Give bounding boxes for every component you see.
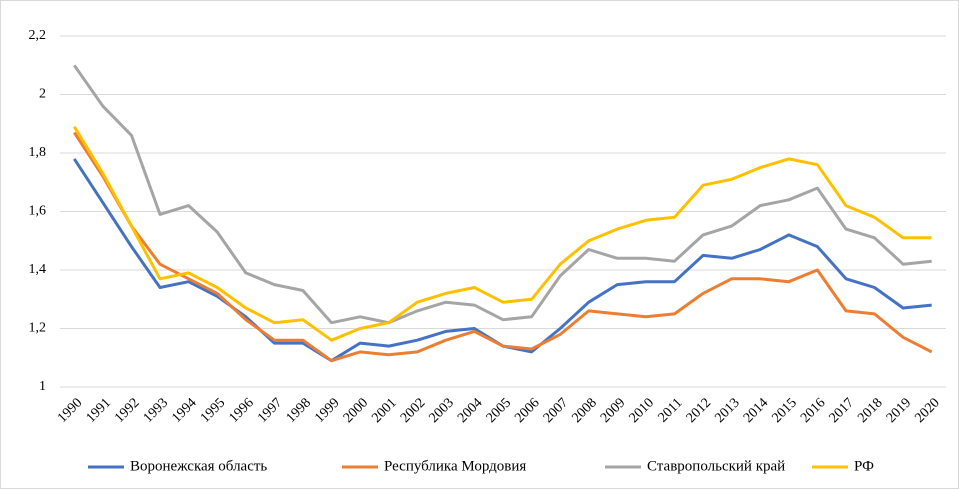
y-tick-label: 1: [39, 379, 46, 394]
series-line: [73, 64, 932, 325]
y-tick-label: 1,2: [29, 321, 47, 336]
legend-label: Воронежская область: [130, 458, 267, 474]
y-tick-label: 2,2: [29, 28, 47, 43]
series-line: [73, 125, 932, 342]
legend-label: Республика Мордовия: [384, 458, 526, 474]
legend-label: РФ: [854, 458, 874, 474]
legend-label: Ставропольский край: [647, 458, 785, 474]
y-tick-label: 1,4: [29, 262, 47, 277]
y-tick-label: 1,8: [29, 145, 47, 160]
series-line: [73, 131, 933, 363]
y-tick-label: 2: [39, 87, 46, 102]
y-tick-label: 1,6: [29, 204, 47, 219]
